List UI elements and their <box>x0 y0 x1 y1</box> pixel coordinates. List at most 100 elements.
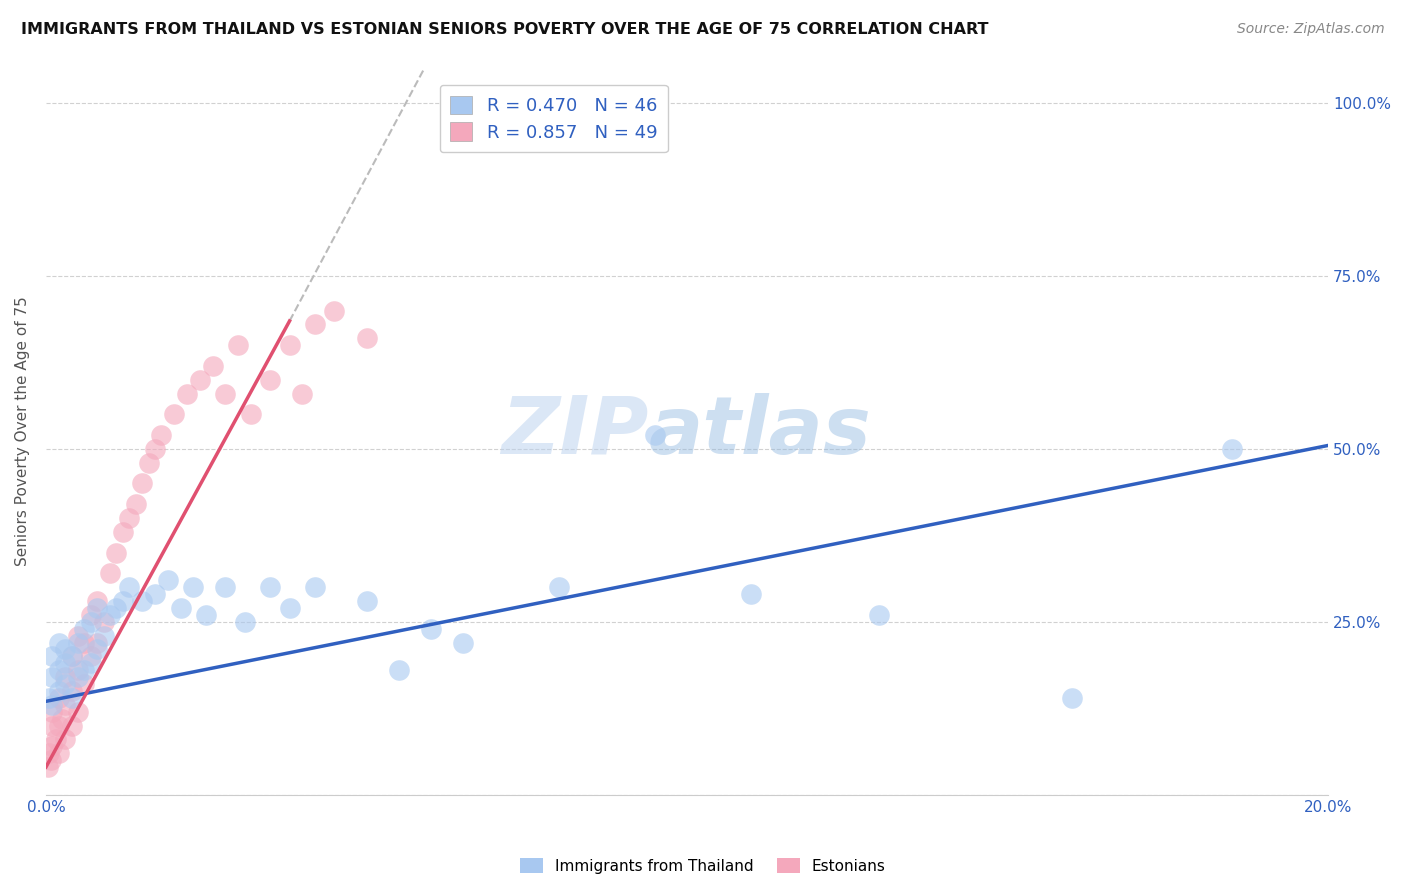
Point <box>45 732 67 747</box>
Point <box>111 524 134 539</box>
Point <box>48 684 70 698</box>
Text: atlas: atlas <box>648 392 872 471</box>
Point <box>143 587 166 601</box>
Point <box>111 594 134 608</box>
Point <box>73 677 96 691</box>
Text: IMMIGRANTS FROM THAILAND VS ESTONIAN SENIORS POVERTY OVER THE AGE OF 75 CORRELAT: IMMIGRANTS FROM THAILAND VS ESTONIAN SEN… <box>21 22 988 37</box>
Point <box>41 670 63 684</box>
Point <box>66 629 89 643</box>
Legend: R = 0.470   N = 46, R = 0.857   N = 49: R = 0.470 N = 46, R = 0.857 N = 49 <box>440 85 668 153</box>
Point <box>80 615 103 629</box>
Point <box>131 594 153 608</box>
Point <box>41 705 63 719</box>
Point <box>304 580 326 594</box>
Point <box>176 386 198 401</box>
Point <box>38 690 60 705</box>
Point <box>86 635 108 649</box>
Point <box>118 580 141 594</box>
Point <box>118 511 141 525</box>
Point <box>259 580 281 594</box>
Point <box>387 663 409 677</box>
Point <box>41 649 63 664</box>
Point <box>38 746 60 760</box>
Point <box>73 622 96 636</box>
Point <box>740 587 762 601</box>
Point <box>60 649 83 664</box>
Point <box>323 303 346 318</box>
Point <box>183 580 205 594</box>
Point <box>66 705 89 719</box>
Point <box>240 407 263 421</box>
Point <box>86 594 108 608</box>
Point <box>156 574 179 588</box>
Point <box>80 657 103 671</box>
Point <box>150 428 173 442</box>
Point <box>195 607 218 622</box>
Point <box>98 566 121 581</box>
Point <box>105 546 128 560</box>
Point <box>48 635 70 649</box>
Text: Source: ZipAtlas.com: Source: ZipAtlas.com <box>1237 22 1385 37</box>
Point <box>48 663 70 677</box>
Point <box>644 428 666 442</box>
Point <box>53 677 76 691</box>
Point <box>233 615 256 629</box>
Point <box>143 442 166 456</box>
Point <box>93 615 115 629</box>
Point <box>278 601 301 615</box>
Point <box>66 635 89 649</box>
Text: ZIP: ZIP <box>501 392 648 471</box>
Point <box>41 718 63 732</box>
Legend: Immigrants from Thailand, Estonians: Immigrants from Thailand, Estonians <box>515 852 891 880</box>
Point <box>39 753 62 767</box>
Point <box>1060 690 1083 705</box>
Point <box>53 698 76 712</box>
Point <box>214 580 236 594</box>
Point <box>214 386 236 401</box>
Point <box>60 718 83 732</box>
Point <box>356 331 378 345</box>
Point <box>356 594 378 608</box>
Point <box>80 649 103 664</box>
Point <box>201 359 224 373</box>
Point <box>48 718 70 732</box>
Point <box>125 497 148 511</box>
Point <box>60 684 83 698</box>
Point <box>291 386 314 401</box>
Point <box>66 670 89 684</box>
Point <box>98 607 121 622</box>
Point <box>37 760 59 774</box>
Point <box>259 373 281 387</box>
Point <box>93 629 115 643</box>
Point <box>86 601 108 615</box>
Point <box>53 670 76 684</box>
Point <box>73 635 96 649</box>
Y-axis label: Seniors Poverty Over the Age of 75: Seniors Poverty Over the Age of 75 <box>15 297 30 566</box>
Point <box>80 607 103 622</box>
Point <box>53 732 76 747</box>
Point <box>105 601 128 615</box>
Point <box>53 657 76 671</box>
Point <box>131 476 153 491</box>
Point <box>419 622 441 636</box>
Point <box>1220 442 1243 456</box>
Point <box>41 739 63 754</box>
Point <box>451 635 474 649</box>
Point <box>163 407 186 421</box>
Point <box>304 318 326 332</box>
Point <box>60 649 83 664</box>
Point <box>66 663 89 677</box>
Point <box>53 642 76 657</box>
Point <box>547 580 569 594</box>
Point <box>226 338 249 352</box>
Point <box>86 642 108 657</box>
Point <box>60 690 83 705</box>
Point <box>48 746 70 760</box>
Point <box>188 373 211 387</box>
Point <box>138 456 160 470</box>
Point <box>41 698 63 712</box>
Point <box>73 663 96 677</box>
Point <box>868 607 890 622</box>
Point <box>169 601 191 615</box>
Point <box>51 712 73 726</box>
